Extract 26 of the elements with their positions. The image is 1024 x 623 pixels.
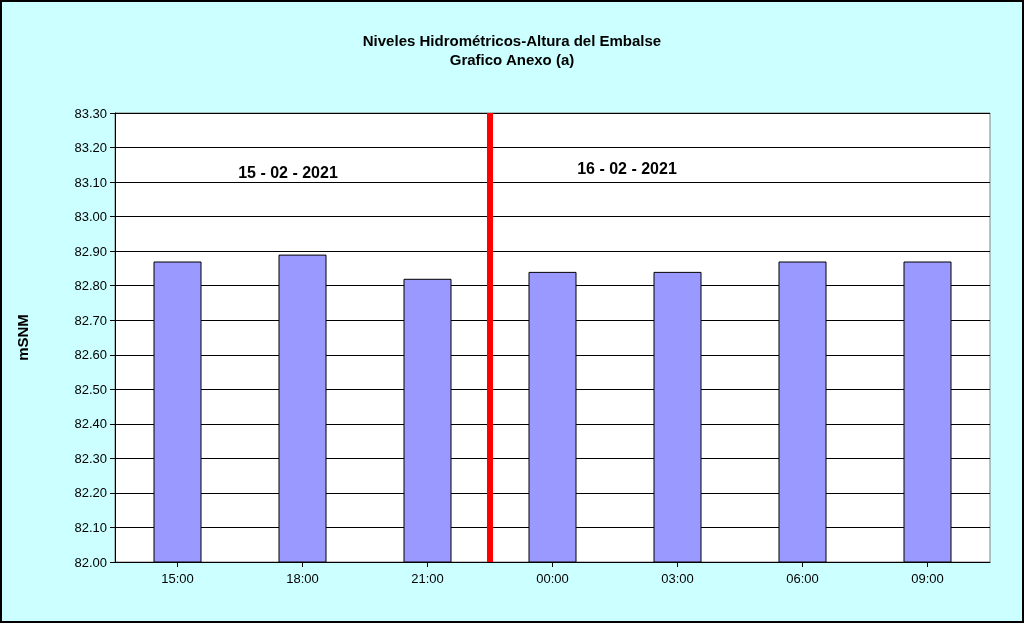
y-tick-label: 82.60 xyxy=(74,347,107,363)
y-tick-label: 82.50 xyxy=(74,381,107,397)
y-tick-label: 82.90 xyxy=(74,243,107,259)
y-tick-label: 83.10 xyxy=(74,174,107,190)
x-tick-label: 09:00 xyxy=(911,571,944,586)
y-tick-label: 82.30 xyxy=(74,450,107,466)
y-tick-label: 82.70 xyxy=(74,312,107,328)
y-tick-label: 83.00 xyxy=(74,209,107,225)
annotation: 16 - 02 - 2021 xyxy=(577,159,677,177)
annotation: 15 - 02 - 2021 xyxy=(238,163,338,181)
y-tick-label: 82.80 xyxy=(74,278,107,294)
y-tick-label: 83.20 xyxy=(74,140,107,156)
x-tick-label: 15:00 xyxy=(161,571,194,586)
x-tick-label: 00:00 xyxy=(536,571,569,586)
y-tick-label: 83.30 xyxy=(74,105,107,121)
chart-title: Niveles Hidrométricos-Altura del Embalse xyxy=(362,32,662,49)
y-tick-label: 82.10 xyxy=(74,519,107,535)
chart-subtitle: Grafico Anexo (a) xyxy=(449,51,575,68)
x-tick-label: 03:00 xyxy=(661,571,694,586)
x-tick-label: 06:00 xyxy=(786,571,819,586)
y-tick-label: 82.20 xyxy=(74,485,107,501)
y-tick-label: 82.00 xyxy=(74,554,107,570)
y-tick-label: 82.40 xyxy=(74,416,107,432)
x-tick-label: 21:00 xyxy=(411,571,444,586)
x-tick-label: 18:00 xyxy=(286,571,319,586)
y-axis-title: mSNM xyxy=(14,314,31,361)
